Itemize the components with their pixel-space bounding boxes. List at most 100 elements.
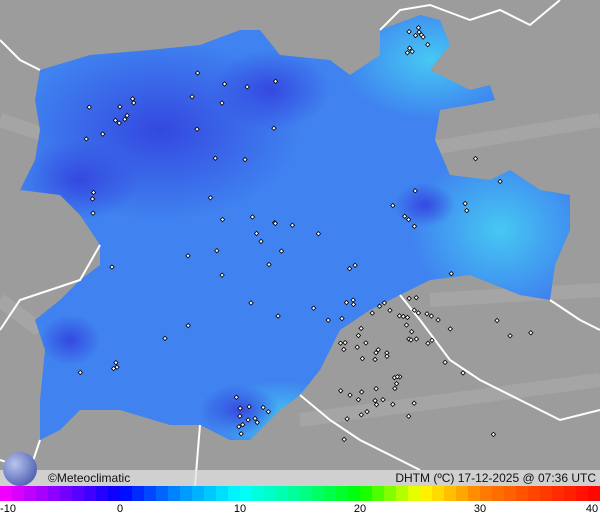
scale-step <box>504 486 516 501</box>
station-marker <box>238 431 244 437</box>
station-marker <box>494 317 500 324</box>
station-marker <box>406 29 412 35</box>
scale-step <box>192 486 204 501</box>
station-marker <box>409 48 415 55</box>
station-marker <box>248 300 254 306</box>
station-marker <box>384 350 390 356</box>
scale-step <box>132 486 144 501</box>
scale-step <box>528 486 540 501</box>
station-marker <box>528 330 534 336</box>
station-marker <box>404 314 411 321</box>
station-marker <box>252 415 258 422</box>
scale-step <box>540 486 552 501</box>
station-marker <box>194 70 201 76</box>
terrain-texture <box>0 113 600 427</box>
station-marker <box>406 45 413 51</box>
station-marker <box>221 81 228 87</box>
station-marker <box>435 317 441 323</box>
station-marker <box>350 301 357 308</box>
station-marker <box>185 322 191 329</box>
station-marker <box>460 370 466 376</box>
station-marker <box>258 238 264 245</box>
station-marker <box>89 196 96 202</box>
station-marker <box>406 295 412 302</box>
color-scale-ticks: -10 0 10 20 30 40 <box>0 501 600 521</box>
station-marker <box>189 93 195 100</box>
station-marker <box>83 136 89 142</box>
scale-step <box>480 486 492 501</box>
scale-step <box>360 486 372 501</box>
station-marker <box>122 116 128 123</box>
scale-step <box>552 486 564 501</box>
station-marker <box>464 207 470 214</box>
scale-step <box>576 486 588 501</box>
scale-step <box>456 486 468 501</box>
station-marker <box>272 220 278 227</box>
scale-step <box>588 486 600 501</box>
station-marker <box>354 344 360 350</box>
scale-tick-label: 20 <box>353 503 367 515</box>
station-marker <box>359 355 366 362</box>
scale-step <box>156 486 168 501</box>
station-marker <box>372 356 378 363</box>
scale-step <box>108 486 120 501</box>
station-marker <box>396 313 403 319</box>
station-marker <box>339 315 345 322</box>
station-marker <box>207 195 214 201</box>
station-marker <box>387 307 393 314</box>
scale-tick-label: 0 <box>116 503 124 515</box>
station-marker <box>113 359 119 366</box>
scale-step <box>168 486 180 501</box>
station-marker <box>249 214 256 220</box>
station-marker <box>448 270 454 277</box>
station-marker <box>289 222 296 228</box>
station-marker <box>253 230 260 237</box>
station-marker <box>425 41 431 48</box>
station-marker <box>214 247 220 254</box>
station-marker <box>411 223 418 229</box>
station-marker <box>244 84 250 90</box>
station-marker <box>124 112 130 119</box>
station-marker <box>429 337 435 343</box>
map-timestamp: DHTM (ºC) 17-12-2025 @ 07:36 UTC <box>395 471 596 485</box>
station-marker <box>131 100 137 106</box>
scale-step <box>144 486 156 501</box>
station-marker <box>403 322 410 328</box>
scale-step <box>264 486 276 501</box>
station-marker <box>337 340 344 346</box>
weather-stations <box>77 25 534 443</box>
station-marker <box>402 213 408 219</box>
station-marker <box>358 389 365 395</box>
station-marker <box>358 412 365 418</box>
station-marker <box>358 325 364 332</box>
station-marker <box>240 422 246 428</box>
station-marker <box>411 400 417 406</box>
station-marker <box>272 78 279 85</box>
station-marker <box>275 313 281 319</box>
station-marker <box>447 326 454 332</box>
station-marker <box>412 188 418 194</box>
scale-tick-label: 30 <box>473 503 487 515</box>
station-marker <box>315 231 322 237</box>
station-marker <box>310 305 317 311</box>
scale-tick-label: -10 <box>0 503 16 515</box>
scale-step <box>384 486 396 501</box>
scale-step <box>312 486 324 501</box>
station-marker <box>428 313 435 319</box>
scale-step <box>12 486 24 501</box>
station-marker <box>416 29 422 35</box>
station-marker <box>390 202 396 209</box>
station-marker <box>413 294 419 301</box>
station-marker <box>341 346 347 353</box>
scale-step <box>60 486 72 501</box>
station-marker <box>412 32 419 39</box>
scale-step <box>72 486 84 501</box>
station-marker <box>341 436 347 443</box>
station-marker <box>376 303 383 309</box>
station-marker <box>390 401 396 408</box>
station-marker <box>392 385 398 392</box>
station-marker <box>219 100 225 106</box>
scale-step <box>408 486 420 501</box>
station-marker <box>373 401 380 408</box>
meteoclimatic-logo <box>3 452 37 486</box>
